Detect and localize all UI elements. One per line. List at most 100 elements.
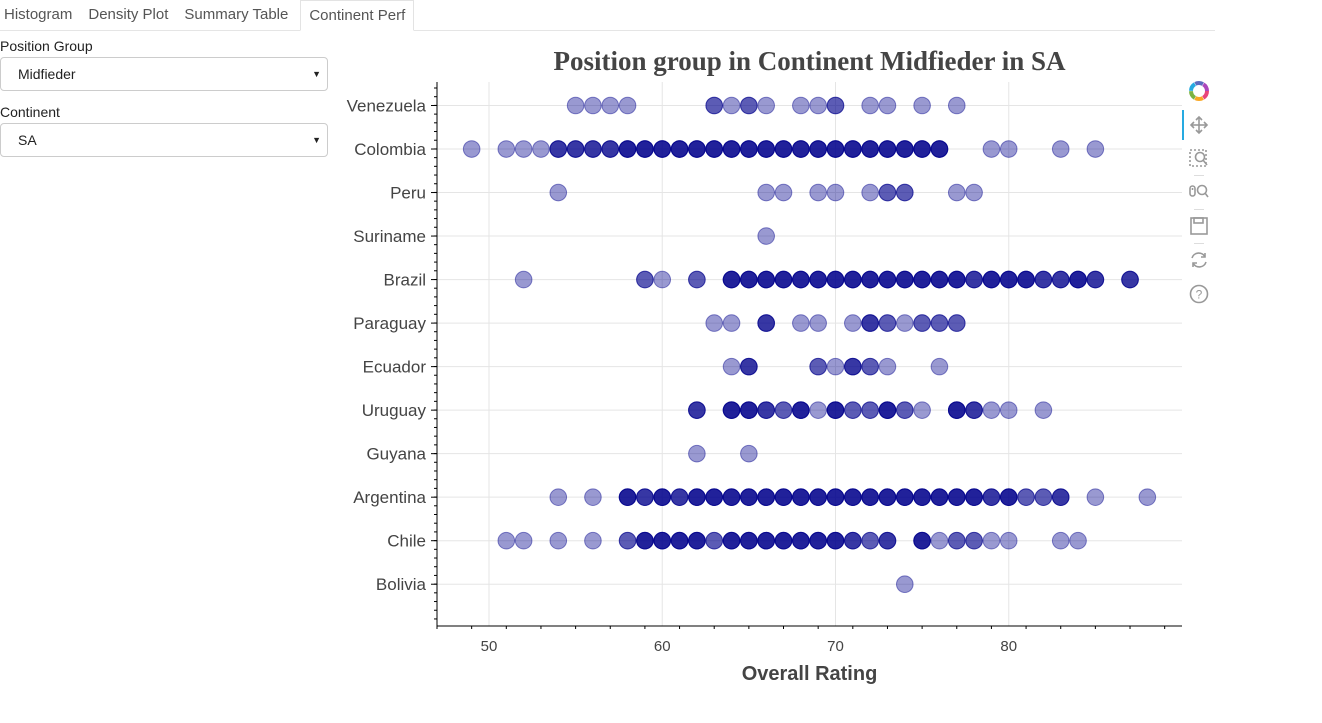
- data-point: [688, 444, 706, 463]
- data-point: [913, 270, 931, 289]
- data-point: [740, 96, 758, 115]
- data-point: [740, 444, 758, 463]
- data-point: [636, 531, 654, 550]
- data-point: [826, 531, 845, 550]
- data-point: [1017, 488, 1035, 506]
- data-point: [740, 488, 758, 506]
- data-point: [757, 488, 775, 506]
- position-group-select[interactable]: Midfieder ▼: [0, 57, 328, 91]
- data-point: [549, 140, 568, 158]
- data-point: [792, 140, 810, 158]
- data-point: [826, 183, 845, 202]
- scatter-plot[interactable]: Position group in Continent Midfieder in…: [330, 36, 1185, 716]
- data-point: [740, 488, 758, 506]
- data-point: [636, 531, 654, 550]
- data-point: [688, 531, 706, 550]
- data-point: [462, 140, 481, 158]
- data-point: [618, 488, 637, 506]
- data-point: [895, 488, 914, 506]
- data-point: [653, 531, 672, 550]
- data-point: [947, 270, 966, 289]
- data-point: [1017, 270, 1035, 289]
- data-point: [670, 140, 689, 158]
- data-point: [688, 140, 706, 158]
- data-point: [774, 140, 793, 158]
- y-tick-label: Argentina: [353, 488, 426, 507]
- data-point: [618, 531, 637, 550]
- data-point: [688, 401, 706, 419]
- position-group-value: Midfieder: [18, 66, 76, 82]
- data-point: [913, 140, 931, 158]
- data-point: [757, 488, 775, 506]
- data-point: [861, 140, 879, 158]
- data-point: [999, 270, 1018, 289]
- data-point: [757, 227, 775, 245]
- data-point: [861, 140, 879, 158]
- data-point: [895, 314, 914, 332]
- data-point: [670, 140, 689, 158]
- data-point: [878, 531, 897, 550]
- tab-summary-table[interactable]: Summary Table: [184, 6, 289, 23]
- data-point: [688, 488, 706, 506]
- data-point: [774, 140, 793, 158]
- data-point: [826, 140, 845, 158]
- data-point: [653, 270, 672, 289]
- data-point: [913, 270, 931, 289]
- pan-icon[interactable]: [1188, 114, 1210, 136]
- data-point: [844, 357, 862, 376]
- x-axis-label: Overall Rating: [742, 663, 878, 685]
- data-point: [1069, 270, 1087, 289]
- tab-continent-perf[interactable]: Continent Perf: [300, 0, 415, 31]
- tab-histogram[interactable]: Histogram: [4, 6, 73, 23]
- data-point: [878, 183, 897, 202]
- data-point: [601, 140, 620, 158]
- data-point: [1034, 488, 1053, 506]
- data-point: [895, 140, 914, 158]
- data-point: [913, 531, 931, 550]
- toolbar-divider: [1194, 209, 1204, 210]
- data-point: [705, 488, 724, 506]
- save-icon[interactable]: [1188, 215, 1210, 237]
- data-point: [1051, 270, 1070, 289]
- data-point: [792, 270, 810, 289]
- help-icon[interactable]: ?: [1188, 283, 1210, 305]
- data-point: [722, 96, 741, 115]
- data-point: [1138, 488, 1157, 506]
- data-point: [844, 401, 862, 419]
- data-point: [653, 531, 672, 550]
- data-point: [740, 401, 758, 419]
- wheel-zoom-icon[interactable]: [1188, 181, 1210, 203]
- data-point: [965, 488, 983, 506]
- data-point: [913, 488, 931, 506]
- data-point: [636, 531, 654, 550]
- data-point: [878, 140, 897, 158]
- data-point: [844, 531, 862, 550]
- bokeh-logo-icon[interactable]: [1188, 80, 1210, 102]
- data-point: [1051, 531, 1070, 550]
- data-point: [826, 488, 845, 506]
- data-point: [930, 488, 949, 506]
- continent-select[interactable]: SA ▼: [0, 123, 328, 157]
- data-point: [688, 531, 706, 550]
- data-point: [740, 401, 758, 419]
- data-point: [809, 401, 827, 419]
- data-point: [792, 140, 810, 158]
- data-point: [965, 401, 983, 419]
- data-point: [982, 270, 1001, 289]
- data-point: [913, 96, 931, 115]
- data-point: [999, 401, 1018, 419]
- data-point: [878, 357, 897, 376]
- data-point: [722, 140, 741, 158]
- box-zoom-icon[interactable]: [1188, 147, 1210, 169]
- data-point: [982, 270, 1001, 289]
- x-tick-label: 80: [1000, 638, 1017, 655]
- data-point: [688, 488, 706, 506]
- data-point: [670, 531, 689, 550]
- tab-density-plot[interactable]: Density Plot: [88, 6, 169, 23]
- data-point: [757, 270, 775, 289]
- reset-icon[interactable]: [1188, 249, 1210, 271]
- data-point: [792, 531, 810, 550]
- data-point: [774, 140, 793, 158]
- data-point: [740, 488, 758, 506]
- data-point: [618, 140, 637, 158]
